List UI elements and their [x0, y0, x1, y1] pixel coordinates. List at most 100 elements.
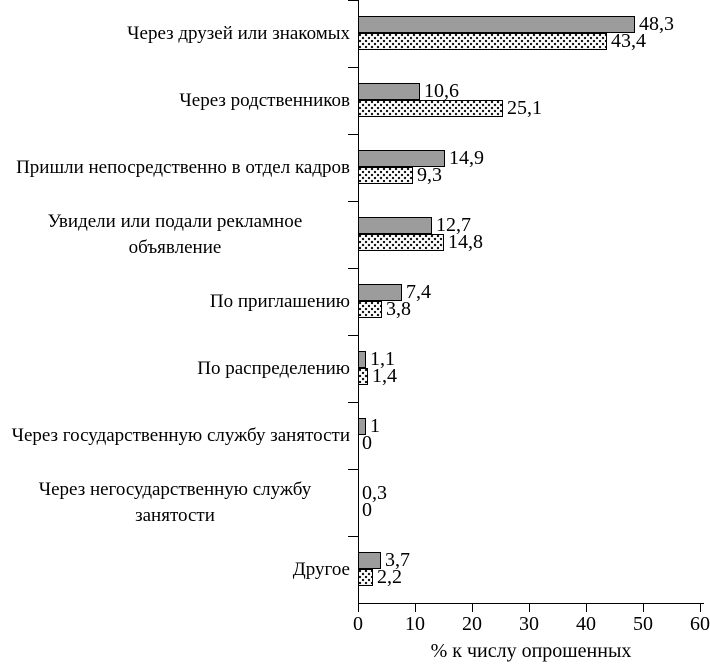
y-axis-tick: [348, 134, 358, 135]
x-axis-tick: [472, 604, 473, 612]
x-axis-tick-label: 10: [405, 613, 425, 635]
bar-value-label: 1: [370, 415, 380, 437]
x-axis-title: % к числу опрошенных: [430, 640, 632, 662]
bar-line: 1,1: [358, 348, 710, 370]
category-label: Увидели или подали рекламное объявление: [47, 210, 303, 258]
bar-value-label: 43,4: [611, 30, 646, 52]
bar-line: 1: [358, 415, 710, 437]
y-axis-tick: [348, 268, 358, 269]
bar-value-label: 0,3: [362, 482, 387, 504]
category-label-cell: По распределению: [0, 335, 358, 402]
category-row: Пришли непосредственно в отдел кадров 14,…: [0, 134, 710, 201]
bar-dotted: [358, 234, 444, 251]
x-axis: [358, 603, 704, 604]
category-label-cell: Через негосударственную службу занятости: [0, 469, 358, 536]
category-label-cell: Через государственную службу занятости: [0, 402, 358, 469]
plot-cell: 48,3 43,4: [358, 0, 710, 67]
bar-line: 2,2: [358, 566, 710, 588]
bar-line: 14,8: [358, 231, 710, 253]
bar-dotted: [358, 167, 413, 184]
plot-cell: 0,3 0: [358, 469, 710, 536]
bar-value-label: 9,3: [417, 164, 442, 186]
category-label-cell: Увидели или подали рекламное объявление: [0, 201, 358, 268]
category-row: Увидели или подали рекламное объявление 1…: [0, 201, 710, 268]
x-axis-tick: [700, 604, 701, 612]
category-row: Другое 3,7 2,2: [0, 536, 710, 603]
bar-solid: [358, 351, 366, 368]
bar-line: 3,8: [358, 298, 710, 320]
x-axis-tick: [586, 604, 587, 612]
bar-line: 1,4: [358, 365, 710, 387]
bar-line: 0: [358, 432, 710, 454]
bar-value-label: 0: [362, 499, 372, 521]
y-axis-tick: [348, 536, 358, 537]
category-row: Через друзей или знакомых 48,3 43,4: [0, 0, 710, 67]
category-label-cell: По приглашению: [0, 268, 358, 335]
category-label: Через родственников: [179, 89, 350, 111]
category-label: Другое: [292, 558, 350, 580]
bar-value-label: 0: [362, 432, 372, 454]
bar-value-label: 2,2: [377, 566, 402, 588]
bar-line: 0,3: [358, 482, 710, 504]
bar-value-label: 3,8: [386, 298, 411, 320]
x-axis-tick-label: 50: [633, 613, 653, 635]
category-label-cell: Через родственников: [0, 67, 358, 134]
x-axis-tick-label: 40: [576, 613, 596, 635]
bar-value-label: 14,8: [448, 231, 483, 253]
plot-cell: 1,1 1,4: [358, 335, 710, 402]
x-axis-tick-label: 20: [462, 613, 482, 635]
y-axis-tick: [348, 335, 358, 336]
category-label: Через негосударственную службу занятости: [38, 478, 312, 526]
category-label: Через друзей или знакомых: [127, 22, 350, 44]
bar-line: 14,9: [358, 147, 710, 169]
bar-value-label: 1,4: [372, 365, 397, 387]
bar-dotted: [358, 301, 382, 318]
x-axis-tick: [415, 604, 416, 612]
x-axis-tick: [643, 604, 644, 612]
bar-dotted: [358, 569, 373, 586]
category-row: Через государственную службу занятости 1 0: [0, 402, 710, 469]
bar-solid: [358, 83, 420, 100]
bar-value-label: 25,1: [507, 97, 542, 119]
category-row: По распределению 1,1 1,4: [0, 335, 710, 402]
bar-value-label: 48,3: [639, 13, 674, 35]
bar-line: 0: [358, 499, 710, 521]
bar-value-label: 12,7: [436, 214, 471, 236]
y-axis-tick: [348, 0, 358, 1]
category-rows: Через друзей или знакомых 48,3 43,4 Через р…: [0, 0, 710, 603]
category-label: По распределению: [197, 357, 350, 379]
plot-cell: 10,6 25,1: [358, 67, 710, 134]
bar-value-label: 10,6: [424, 80, 459, 102]
bar-solid: [358, 16, 635, 33]
bar-line: 12,7: [358, 214, 710, 236]
bar-value-label: 1,1: [370, 348, 395, 370]
plot-cell: 14,9 9,3: [358, 134, 710, 201]
bar-value-label: 14,9: [449, 147, 484, 169]
y-axis-tick: [348, 67, 358, 68]
bar-line: 3,7: [358, 549, 710, 571]
bar-line: 10,6: [358, 80, 710, 102]
x-axis-tick-label: 60: [690, 613, 710, 635]
bar-value-label: 3,7: [385, 549, 410, 571]
x-axis-tick: [529, 604, 530, 612]
category-label-cell: Другое: [0, 536, 358, 603]
bar-line: 43,4: [358, 30, 710, 52]
y-axis-tick: [348, 402, 358, 403]
x-axis-tick-label: 30: [519, 613, 539, 635]
bar-dotted: [358, 368, 368, 385]
bar-line: 9,3: [358, 164, 710, 186]
category-label-cell: Через друзей или знакомых: [0, 0, 358, 67]
y-axis: [358, 0, 359, 604]
y-axis-tick: [348, 201, 358, 202]
category-row: Через негосударственную службу занятости…: [0, 469, 710, 536]
category-row: По приглашению 7,4 3,8: [0, 268, 710, 335]
y-axis-tick: [348, 469, 358, 470]
plot-cell: 7,4 3,8: [358, 268, 710, 335]
bar-line: 48,3: [358, 13, 710, 35]
x-axis-tick: [358, 604, 359, 612]
x-axis-tick-label: 0: [353, 613, 363, 635]
category-row: Через родственников 10,6 25,1: [0, 67, 710, 134]
plot-cell: 12,7 14,8: [358, 201, 710, 268]
category-label: Пришли непосредственно в отдел кадров: [16, 156, 350, 178]
